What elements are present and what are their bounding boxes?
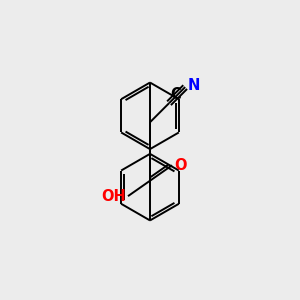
Text: O: O (174, 158, 187, 173)
Text: N: N (188, 78, 200, 93)
Text: C: C (170, 87, 181, 102)
Text: OH: OH (101, 189, 126, 204)
